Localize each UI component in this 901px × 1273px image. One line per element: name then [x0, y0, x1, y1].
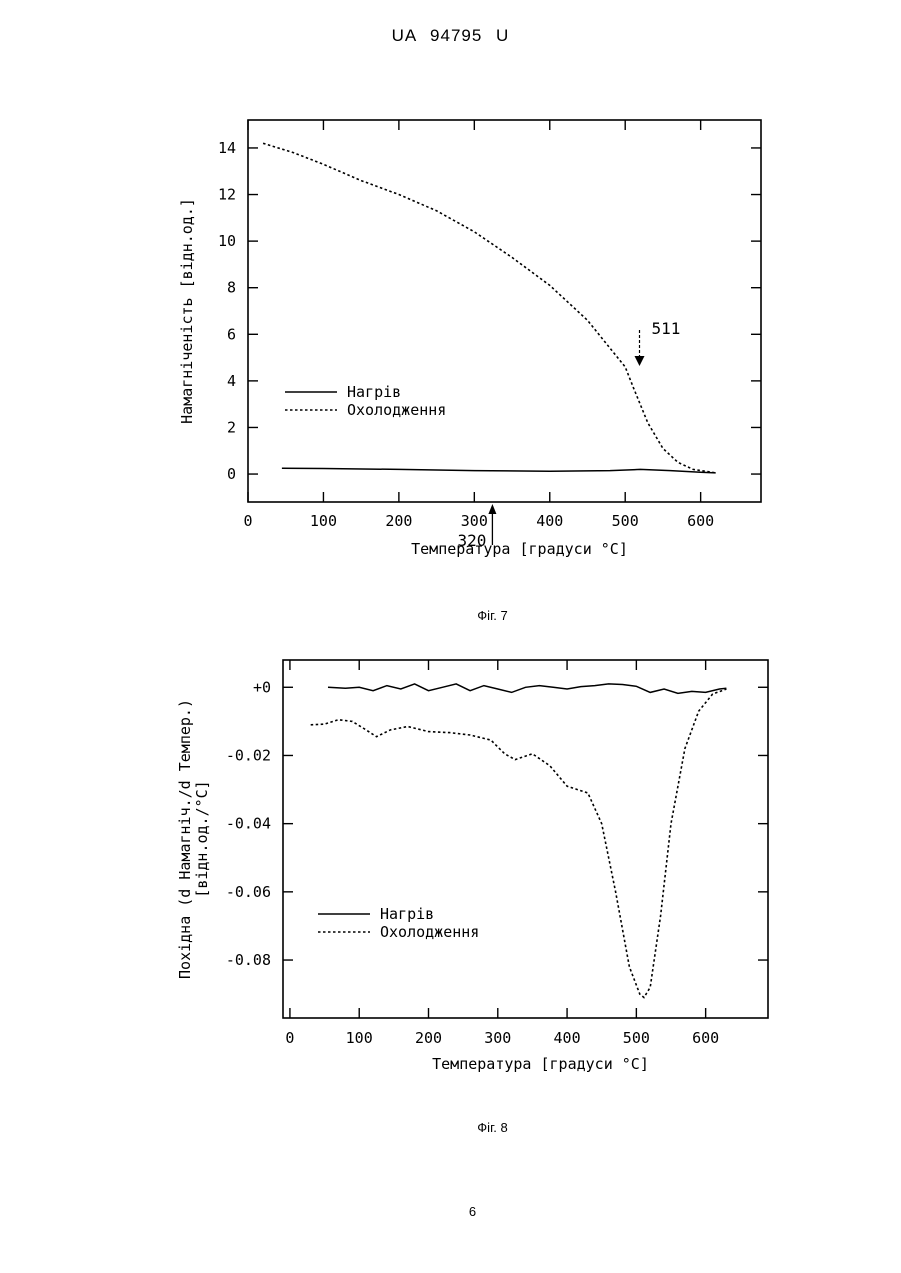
y-tick-label: -0.02	[226, 746, 271, 764]
legend-entry: Охолодження	[380, 923, 479, 941]
y-axis-title: Похідна (d Намагніч./d Темпер.)[відн.од.…	[176, 699, 211, 979]
series-line-cooling	[311, 689, 727, 998]
legend-entry: Нагрів	[380, 905, 434, 923]
y-tick-label: 8	[227, 279, 236, 297]
x-tick-label: 100	[346, 1029, 373, 1047]
series-line-heating	[328, 684, 726, 694]
series-line-heating	[282, 468, 716, 473]
x-tick-label: 0	[285, 1029, 294, 1047]
x-tick-label: 200	[415, 1029, 442, 1047]
y-tick-label: -0.08	[226, 951, 271, 969]
x-axis-title: Температура [градуси °C]	[411, 540, 628, 558]
plot-frame	[248, 120, 761, 502]
x-tick-label: 500	[623, 1029, 650, 1047]
y-tick-label: 10	[218, 232, 236, 250]
x-tick-label: 0	[243, 512, 252, 530]
annotation-arrowhead-511	[635, 356, 645, 366]
x-tick-label: 300	[461, 512, 488, 530]
figure-8-caption: Фіг. 8	[0, 1120, 901, 1135]
y-tick-label: 0	[227, 465, 236, 483]
y-tick-label: 6	[227, 325, 236, 343]
x-tick-label: 400	[536, 512, 563, 530]
y-axis-title-line: Похідна (d Намагніч./d Темпер.)	[176, 699, 194, 979]
series-line-cooling	[263, 143, 716, 473]
y-tick-label: 4	[227, 372, 236, 390]
y-tick-label: +0	[253, 678, 271, 696]
x-tick-label: 400	[554, 1029, 581, 1047]
y-tick-label: 14	[218, 139, 236, 157]
x-axis-title: Температура [градуси °C]	[432, 1055, 649, 1073]
figure-7-chart: 0 100 200 300 400 500 600 0 2 4 6 8 10 12 14 Температур…	[0, 0, 901, 600]
x-tick-label: 100	[310, 512, 337, 530]
legend-entry: Нагрів	[347, 383, 401, 401]
x-tick-label: 300	[484, 1029, 511, 1047]
y-axis-title-line: [відн.од./°C]	[193, 780, 211, 897]
plot-frame	[283, 660, 768, 1018]
x-tick-label: 200	[385, 512, 412, 530]
x-tick-label: 600	[687, 512, 714, 530]
annotation-arrowhead-320	[488, 504, 496, 514]
x-tick-label: 600	[692, 1029, 719, 1047]
annotation-label-320: 320	[458, 531, 487, 550]
y-axis-title: Намагніченість [відн.од.]	[178, 198, 196, 424]
y-tick-label: -0.06	[226, 883, 271, 901]
annotation-label-511: 511	[652, 319, 681, 338]
y-tick-label: -0.04	[226, 815, 271, 833]
x-tick-label: 500	[612, 512, 639, 530]
figure-7-caption: Фіг. 7	[0, 608, 901, 623]
figure-8-chart: 0 100 200 300 400 500 600 +0 -0.02 -0.04 -0.06 -0.0…	[0, 640, 901, 1080]
y-axis-title-line: Намагніченість [відн.од.]	[178, 198, 196, 424]
y-tick-label: 12	[218, 186, 236, 204]
legend-entry: Охолодження	[347, 401, 446, 419]
page-number: 6	[0, 1204, 901, 1219]
y-tick-label: 2	[227, 418, 236, 436]
